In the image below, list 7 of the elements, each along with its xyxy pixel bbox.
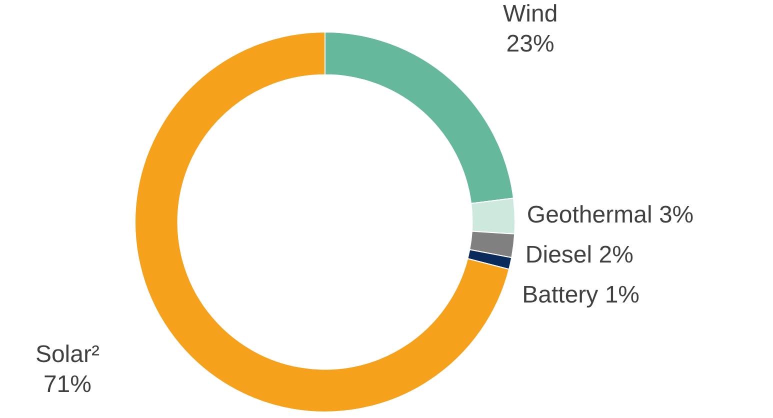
slice-label: Wind xyxy=(502,0,558,28)
data-label: 71% xyxy=(43,371,92,398)
slice-label: Geothermal 3% xyxy=(526,202,694,229)
slice-label: Battery 1% xyxy=(522,282,640,309)
data-label: 23% xyxy=(506,30,554,58)
slice-label: Diesel 2% xyxy=(525,242,634,269)
slice-label: Solar² xyxy=(35,341,100,368)
